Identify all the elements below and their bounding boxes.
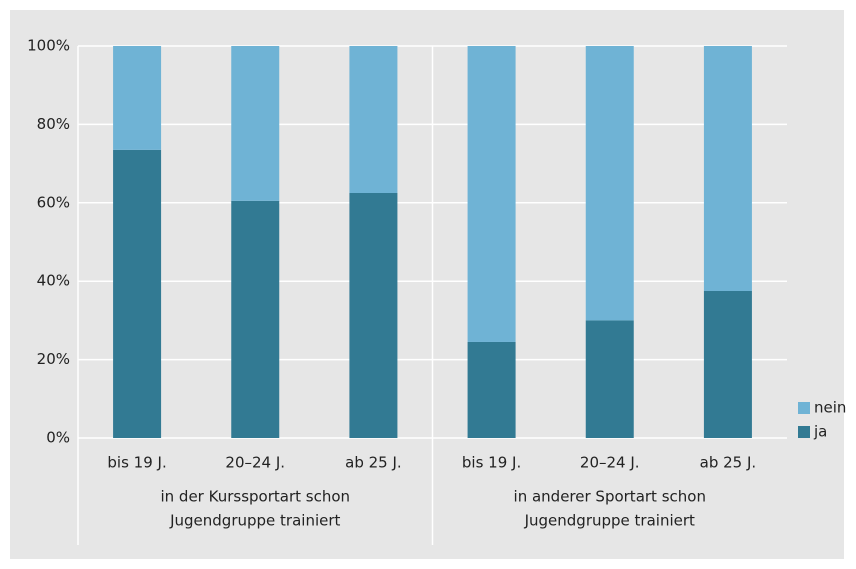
x-tick-label: bis 19 J. [462, 454, 521, 472]
bar-segment [113, 46, 162, 150]
bar-segment [703, 46, 752, 291]
group-label: in anderer Sportart schon [514, 488, 706, 506]
x-tick-label: ab 25 J. [345, 454, 402, 472]
x-tick-label: 20–24 J. [225, 454, 285, 472]
bar-segment [231, 200, 280, 438]
y-tick-label: 100% [27, 37, 70, 55]
y-tick-label: 60% [37, 193, 70, 211]
bar-segment [467, 341, 516, 438]
bar-segment [467, 46, 516, 342]
x-tick-label: ab 25 J. [700, 454, 757, 472]
y-tick-label: 20% [37, 350, 70, 368]
legend-swatch [798, 426, 810, 438]
x-tick-label: 20–24 J. [580, 454, 640, 472]
bar-segment [231, 46, 280, 201]
y-tick-label: 0% [46, 429, 70, 447]
legend-label: nein [814, 399, 846, 417]
bar-segment [585, 320, 634, 438]
y-tick-label: 80% [37, 115, 70, 133]
y-tick-label: 40% [37, 272, 70, 290]
bar-segment [349, 46, 398, 193]
legend-label: ja [813, 423, 827, 441]
bar-segment [585, 46, 634, 321]
group-label: Jugendgruppe trainiert [169, 512, 340, 530]
x-tick-label: bis 19 J. [107, 454, 166, 472]
group-label: in der Kurssportart schon [160, 488, 350, 506]
legend-swatch [798, 402, 810, 414]
bar-segment [113, 149, 162, 438]
bar-segment [349, 193, 398, 438]
bar-segment [703, 291, 752, 438]
group-label: Jugendgruppe trainiert [524, 512, 695, 530]
